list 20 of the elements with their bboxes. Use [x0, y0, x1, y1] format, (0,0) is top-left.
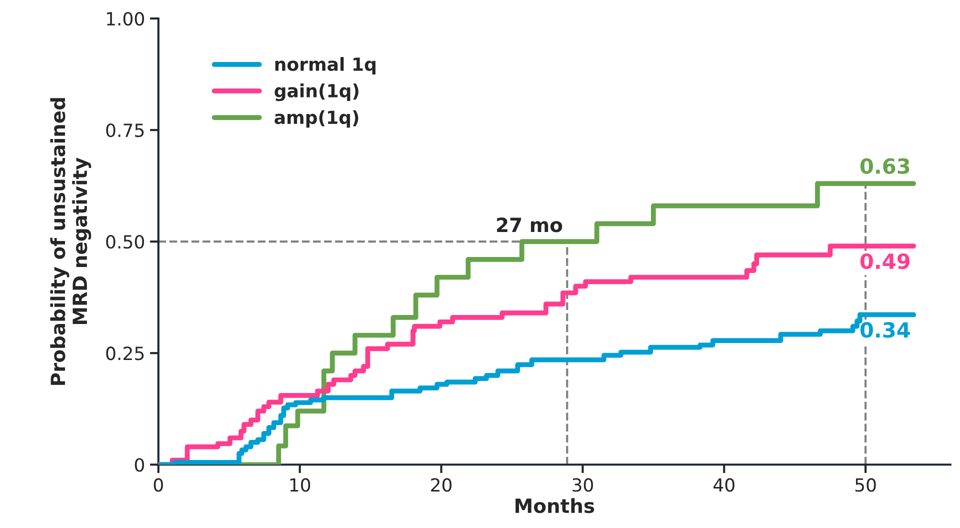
- data-label: 0.49: [860, 253, 910, 270]
- y-axis-title: Probability of unsustained MRD negativity: [50, 98, 92, 385]
- x-tick-label: 0: [154, 478, 163, 492]
- data-label: 0.34: [860, 322, 910, 338]
- x-tick-label: 10: [290, 478, 310, 492]
- data-label: 0.63: [860, 158, 910, 174]
- y-tick-label: 1.00: [106, 12, 144, 26]
- y-tick-label: 0.25: [106, 346, 144, 360]
- y-tick-label: 0.75: [106, 123, 144, 138]
- x-tick-label: 50: [855, 478, 876, 492]
- y-tick-label: 0: [134, 458, 144, 472]
- legend-label: gain(1q): [274, 84, 358, 102]
- x-tick-label: 30: [572, 478, 593, 492]
- annotation: 27 mo: [497, 218, 562, 232]
- legend-label: amp(1q): [274, 110, 358, 128]
- legend-label: normal 1q: [275, 57, 376, 75]
- x-tick-label: 20: [431, 478, 452, 492]
- x-tick-label: 40: [714, 478, 734, 492]
- y-tick-label: 0.50: [106, 235, 144, 249]
- x-axis-title: Months: [516, 498, 594, 514]
